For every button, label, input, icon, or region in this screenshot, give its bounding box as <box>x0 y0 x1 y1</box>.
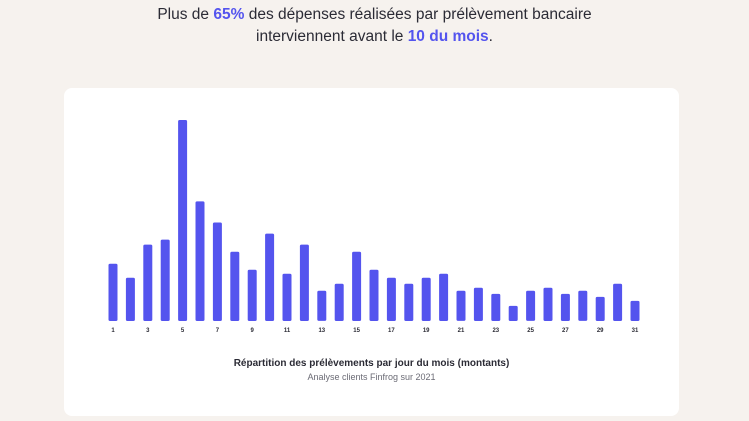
x-tick-label: 21 <box>458 328 465 334</box>
bar-chart: 1 3 5 7 9 11 13 15 17 19 21 23 25 27 29 31 <box>108 120 640 334</box>
bar-day-22 <box>473 287 483 321</box>
x-tick-label: 9 <box>251 328 255 334</box>
x-tick-label: 15 <box>353 328 360 334</box>
headline: Plus de 65% des dépenses réalisées par p… <box>0 4 749 48</box>
headline-highlight-percent: 65% <box>213 6 245 23</box>
bar-day-19 <box>421 277 431 321</box>
bar-day-3 <box>143 244 153 321</box>
bars-group <box>108 120 640 321</box>
x-tick-label: 13 <box>318 328 325 334</box>
bar-day-7 <box>212 222 222 321</box>
bar-day-6 <box>195 201 205 321</box>
bar-day-1 <box>108 263 118 321</box>
bar-day-15 <box>352 251 362 321</box>
bar-day-8 <box>230 251 240 321</box>
bar-day-4 <box>160 239 170 321</box>
x-tick-label: 7 <box>216 328 220 334</box>
bar-day-20 <box>439 273 449 321</box>
headline-text: Plus de <box>157 6 214 23</box>
bar-day-14 <box>334 283 344 321</box>
x-tick-label: 31 <box>632 328 639 334</box>
headline-line-1: Plus de 65% des dépenses réalisées par p… <box>0 4 749 26</box>
bar-day-9 <box>247 269 257 321</box>
x-tick-label: 3 <box>146 328 150 334</box>
x-tick-label: 27 <box>562 328 569 334</box>
bar-day-18 <box>404 283 414 321</box>
x-tick-label: 25 <box>527 328 534 334</box>
bar-day-21 <box>456 290 466 321</box>
x-tick-label: 5 <box>181 328 185 334</box>
x-tick-label: 23 <box>492 328 499 334</box>
bar-day-30 <box>613 283 623 321</box>
bar-day-17 <box>386 277 396 321</box>
bar-day-13 <box>317 290 327 321</box>
bar-day-26 <box>543 287 553 321</box>
bar-day-23 <box>491 293 501 321</box>
chart-subtitle: Analyse clients Finfrog sur 2021 <box>307 372 436 382</box>
chart-card: 1 3 5 7 9 11 13 15 17 19 21 23 25 27 29 31 Répartition … <box>64 88 679 416</box>
bar-day-24 <box>508 305 518 321</box>
x-tick-label: 1 <box>111 328 115 334</box>
bar-day-31 <box>630 300 640 321</box>
bar-day-29 <box>595 296 605 321</box>
bar-day-10 <box>265 233 275 321</box>
headline-text: . <box>488 28 493 45</box>
x-tick-label: 11 <box>284 328 291 334</box>
x-tick-label: 19 <box>423 328 430 334</box>
bar-day-28 <box>578 290 588 321</box>
bar-day-16 <box>369 269 379 321</box>
bar-day-11 <box>282 273 292 321</box>
headline-text: des dépenses réalisées par prélèvement b… <box>244 6 592 23</box>
bar-day-12 <box>299 244 309 321</box>
tick-labels-group: 1 3 5 7 9 11 13 15 17 19 21 23 25 27 29 31 <box>111 328 639 334</box>
bar-day-27 <box>560 293 570 321</box>
bar-day-25 <box>526 290 536 321</box>
x-tick-label: 29 <box>597 328 604 334</box>
headline-highlight-day: 10 du mois <box>407 28 489 45</box>
x-tick-label: 17 <box>388 328 395 334</box>
chart-title: Répartition des prélèvements par jour du… <box>233 358 510 369</box>
bar-day-5 <box>178 120 188 321</box>
headline-line-2: interviennent avant le 10 du mois. <box>0 26 749 48</box>
headline-text: interviennent avant le <box>256 28 408 45</box>
bar-day-2 <box>125 277 135 321</box>
